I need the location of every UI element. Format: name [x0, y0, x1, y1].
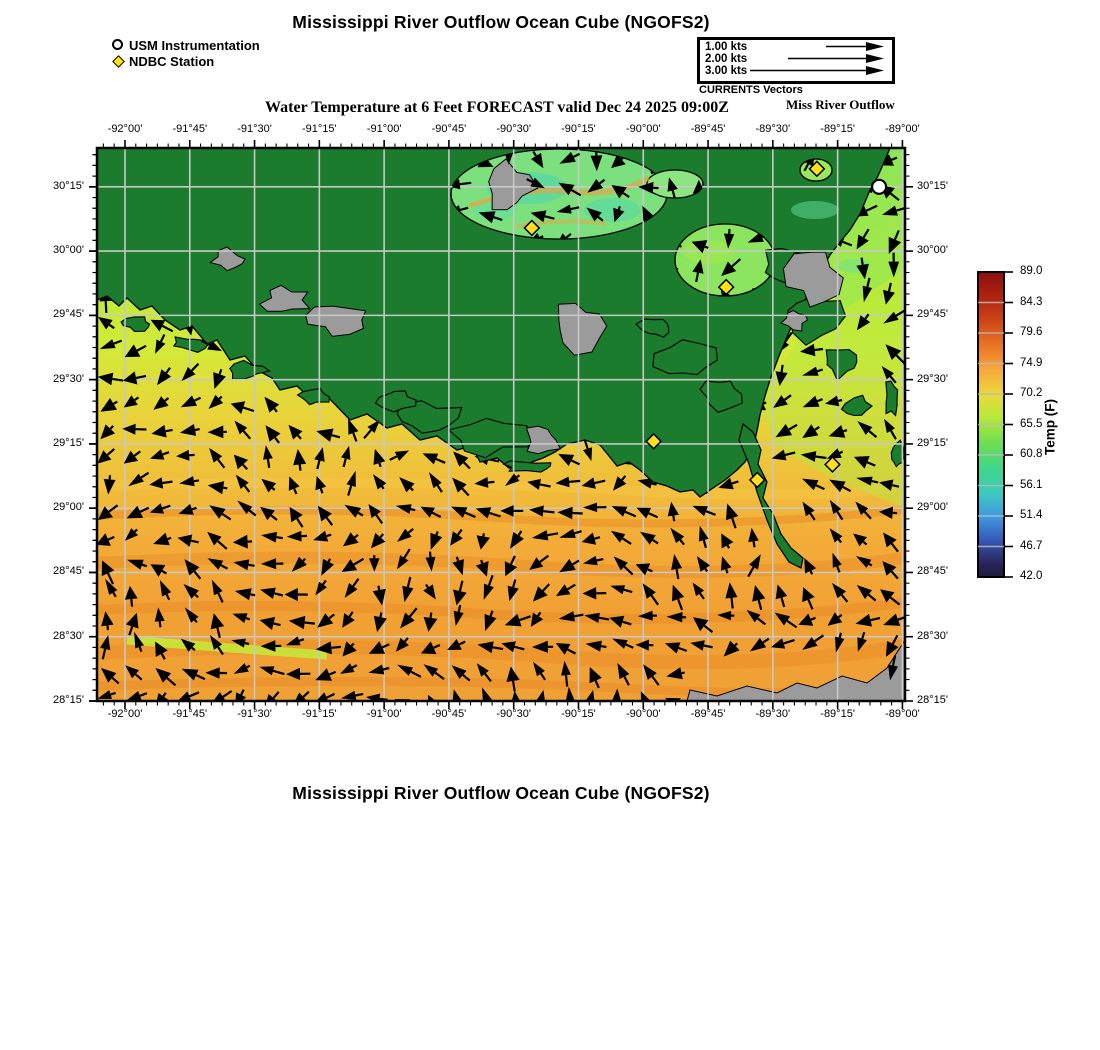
- colorbar-tick-label: 60.8: [1020, 448, 1043, 460]
- vector-scale-label: 1.00 kts: [705, 41, 748, 53]
- legend-label-ndbc: NDBC Station: [129, 54, 215, 69]
- footer-title: Mississippi River Outflow Ocean Cube (NG…: [292, 783, 710, 803]
- lon-tick-label-bottom: -90°30': [496, 708, 531, 720]
- colorbar-tick-label: 65.5: [1020, 417, 1043, 430]
- lat-tick-label-left: 29°30': [53, 372, 84, 385]
- lon-tick-label-bottom: -89°00': [885, 708, 920, 720]
- lon-tick-label-bottom: -89°45': [690, 708, 726, 720]
- vector-scale-box: 1.00 kts 2.00 kts 3.00 kts: [697, 37, 895, 84]
- colorbar-tick-label: 56.1: [1020, 478, 1043, 491]
- lon-tick-label-top: -91°30': [237, 123, 272, 135]
- ndbc-station-marker: [717, 278, 735, 296]
- usm-marker-icon: [112, 39, 123, 50]
- lon-tick-label-bottom: -90°00': [625, 708, 661, 720]
- lon-tick-label-bottom: -89°30': [755, 708, 791, 720]
- colorbar-title: Temp (F): [1042, 399, 1058, 455]
- lat-tick-label-right: 29°30': [917, 372, 948, 385]
- lon-tick-label-top: -90°45': [431, 123, 467, 135]
- ndbc-station-marker: [645, 432, 663, 450]
- lon-tick-label-top: -90°00': [625, 123, 661, 135]
- lat-tick-label-right: 29°15': [917, 436, 948, 449]
- lon-tick-label-top: -91°15': [302, 123, 337, 135]
- lon-tick-label-top: -89°15': [820, 123, 855, 135]
- lat-tick-label-right: 30°00': [917, 244, 948, 257]
- lat-tick-label-right: 30°15': [917, 179, 948, 192]
- vector-scale-label: 2.00 kts: [705, 53, 748, 65]
- lon-tick-label-top: -89°45': [690, 123, 726, 135]
- lat-tick-label-right: 28°15': [917, 694, 948, 706]
- colorbar-tick-label: 74.9: [1020, 356, 1043, 369]
- ndbc-station-marker: [748, 471, 766, 489]
- map-subtitle-right: Miss River Outflow: [786, 97, 895, 112]
- ndbc-station-marker: [523, 219, 541, 237]
- lat-tick-label-left: 29°15': [53, 436, 84, 449]
- ndbc-station-marker: [824, 456, 841, 473]
- map-subtitle: Water Temperature at 6 Feet FORECAST val…: [265, 99, 729, 116]
- lat-tick-label-left: 28°15': [53, 694, 84, 706]
- colorbar-tick-label: 70.2: [1020, 387, 1043, 399]
- plot-title: Mississippi River Outflow Ocean Cube (NG…: [292, 12, 710, 32]
- lat-tick-label-left: 28°30': [53, 629, 84, 642]
- lat-tick-label-right: 29°00': [917, 501, 948, 514]
- lon-tick-label-bottom: -89°15': [820, 708, 855, 720]
- lon-tick-label-bottom: -91°15': [302, 708, 337, 720]
- lon-tick-label-bottom: -91°00': [366, 708, 402, 720]
- lat-tick-label-left: 30°00': [53, 244, 84, 257]
- lat-tick-label-left: 29°00': [53, 501, 84, 514]
- ndbc-station-marker: [808, 160, 826, 178]
- vector-scale-arrows: [750, 42, 884, 75]
- lat-tick-label-left: 30°15': [53, 179, 84, 192]
- lat-tick-label-right: 28°45': [917, 565, 948, 578]
- vector-scale-caption: CURRENTS Vectors: [699, 84, 803, 96]
- lat-tick-label-left: 28°45': [53, 565, 84, 578]
- lon-tick-label-top: -91°45': [172, 123, 208, 135]
- vector-scale-label: 3.00 kts: [705, 65, 748, 77]
- lon-tick-label-bottom: -92°00': [107, 708, 143, 720]
- colorbar-tick-label: 51.4: [1020, 509, 1043, 521]
- lon-tick-label-top: -90°15': [561, 123, 596, 135]
- lon-tick-label-bottom: -90°45': [431, 708, 467, 720]
- colorbar-tick-label: 46.7: [1020, 539, 1043, 552]
- lat-tick-label-left: 29°45': [53, 308, 84, 321]
- usm-station-marker: [870, 178, 888, 195]
- legend-label-usm: USM Instrumentation: [129, 38, 260, 53]
- lon-tick-label-top: -92°00': [107, 123, 143, 135]
- colorbar-tick-label: 79.6: [1020, 326, 1043, 338]
- colorbar-tick-label: 84.3: [1020, 295, 1043, 308]
- lon-tick-label-top: -90°30': [496, 123, 531, 135]
- lon-tick-label-bottom: -91°45': [172, 708, 208, 720]
- lon-tick-label-top: -89°00': [885, 123, 920, 135]
- lat-tick-label-right: 28°30': [917, 629, 948, 642]
- colorbar-tick-label: 42.0: [1020, 570, 1043, 582]
- lon-tick-label-top: -89°30': [755, 123, 791, 135]
- colorbar-tick-label: 89.0: [1020, 265, 1043, 277]
- lon-tick-label-top: -91°00': [366, 123, 402, 135]
- lon-tick-label-bottom: -90°15': [561, 708, 596, 720]
- lon-tick-label-bottom: -91°30': [237, 708, 272, 720]
- lat-tick-label-right: 29°45': [917, 308, 948, 321]
